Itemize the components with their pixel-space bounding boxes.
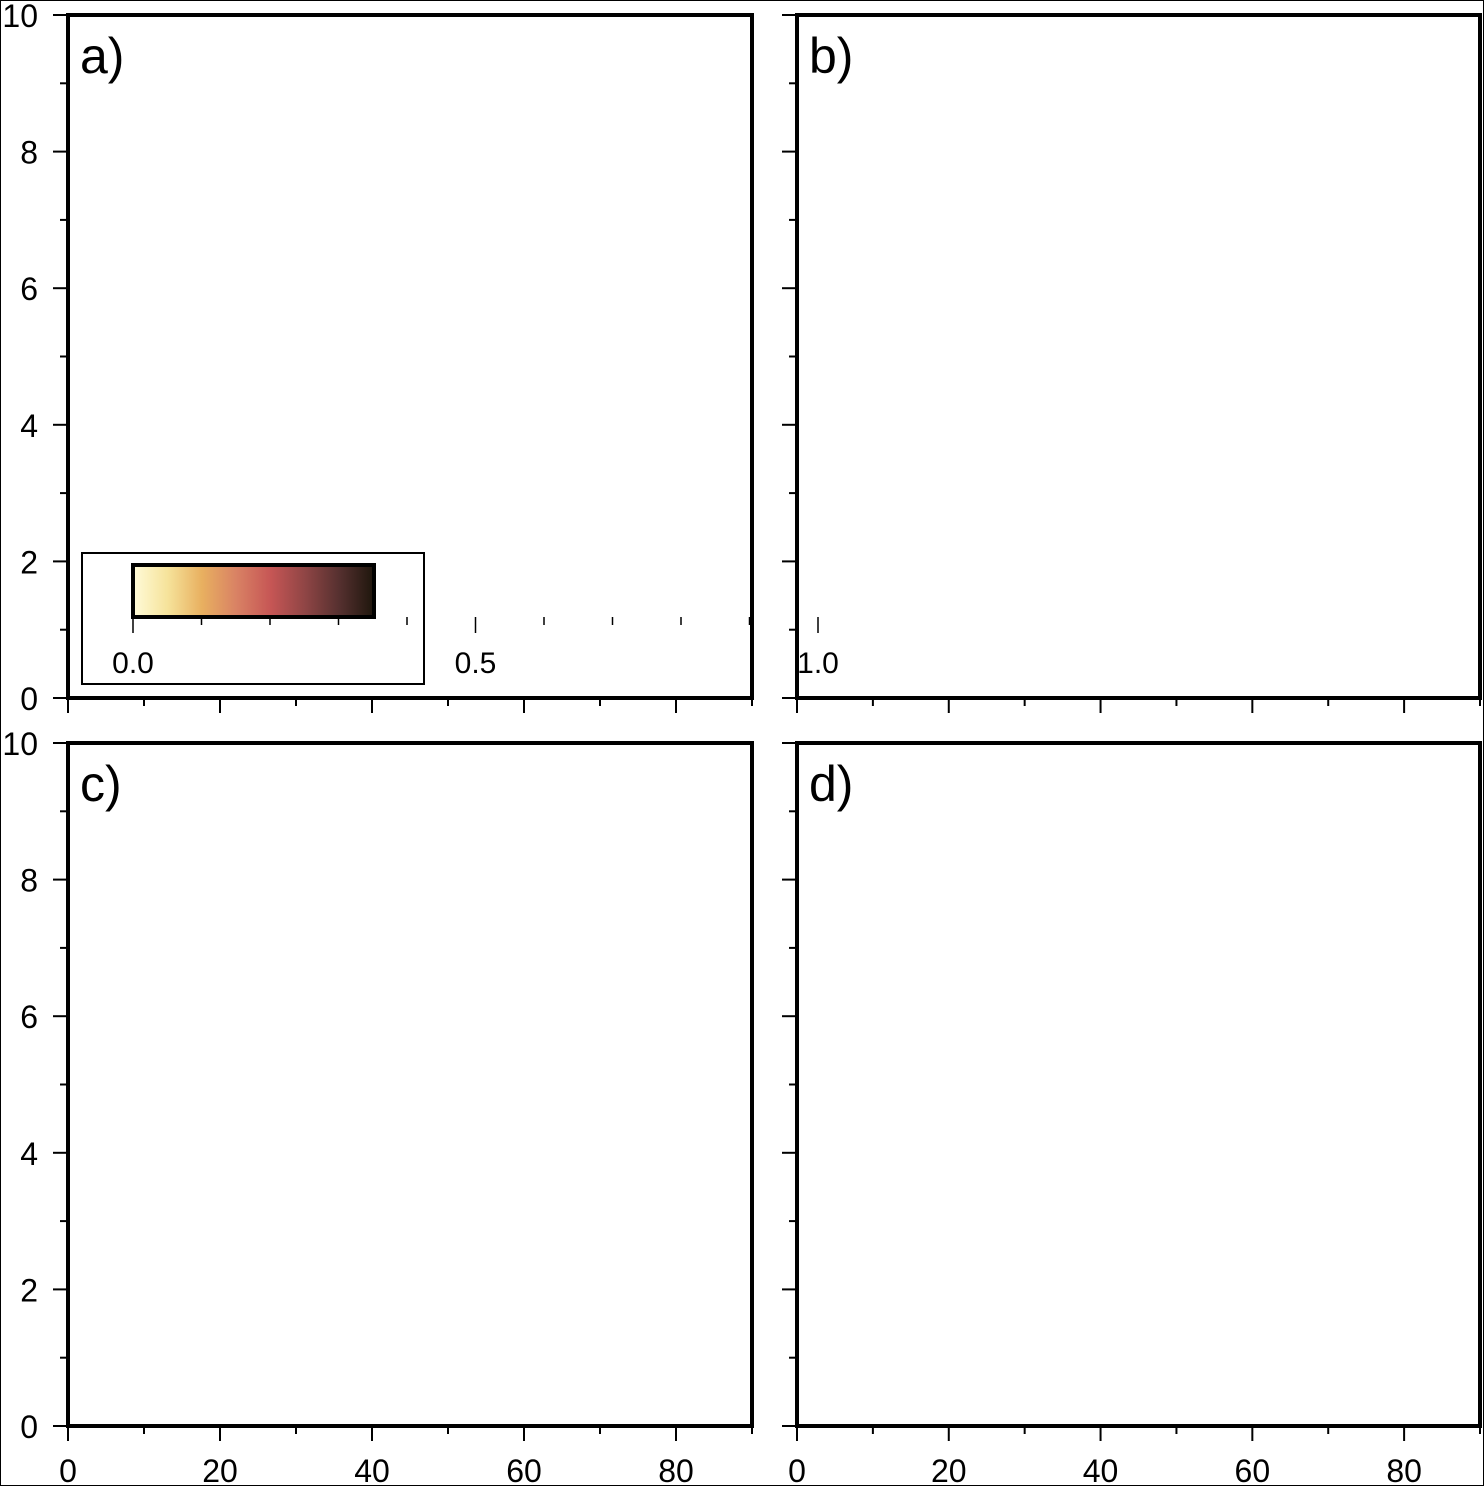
panel-label: a): [80, 28, 124, 84]
panel-d: 0 20 40 60 80 d): [782, 741, 1482, 1486]
panel-frame: [66, 741, 754, 1428]
panel-a: 0 2 4 6 8 10 a): [2, 0, 754, 717]
y-tick-label: 10: [2, 726, 38, 762]
panel-frame: [795, 741, 1482, 1428]
x-tick-label: 40: [354, 1453, 390, 1486]
x-tick-label: 60: [1235, 1453, 1271, 1486]
colorbar-tick-label: 1.0: [797, 647, 839, 680]
panel-label: c): [80, 756, 122, 812]
panel-frame: [66, 13, 754, 700]
y-tick-label: 0: [20, 1409, 38, 1445]
panel-label: d): [809, 756, 853, 812]
x-tick-label: 80: [1386, 1453, 1422, 1486]
y-tick-label: 8: [20, 135, 38, 171]
x-tick-label: 40: [1083, 1453, 1119, 1486]
colorbar-gradient: [131, 563, 376, 619]
x-tick-label: 60: [506, 1453, 542, 1486]
panel-frame: [795, 13, 1482, 700]
x-tick-label: 20: [931, 1453, 967, 1486]
y-tick-label: 4: [20, 1136, 38, 1172]
x-tick-label: 20: [202, 1453, 238, 1486]
y-tick-label: 2: [20, 1272, 38, 1308]
x-tick-label: 80: [658, 1453, 694, 1486]
panel-c: 0 20 40 60 80 0 2 4 6 8 10 c): [2, 726, 754, 1486]
panel-label: b): [809, 28, 853, 84]
x-tick-label: 0: [788, 1453, 806, 1486]
y-tick-label: 8: [20, 863, 38, 899]
colorbar: 0.0 0.5 1.0: [81, 552, 839, 685]
y-tick-label: 4: [20, 408, 38, 444]
y-tick-label: 10: [2, 0, 38, 34]
y-tick-label: 2: [20, 544, 38, 580]
y-tick-label: 6: [20, 999, 38, 1035]
x-tick-label: 0: [59, 1453, 77, 1486]
colorbar-tick-label: 0.5: [455, 647, 497, 680]
colorbar-tick-label: 0.0: [112, 647, 154, 680]
y-tick-label: 6: [20, 271, 38, 307]
y-tick-label: 0: [20, 681, 38, 717]
panel-b: b): [782, 13, 1482, 713]
